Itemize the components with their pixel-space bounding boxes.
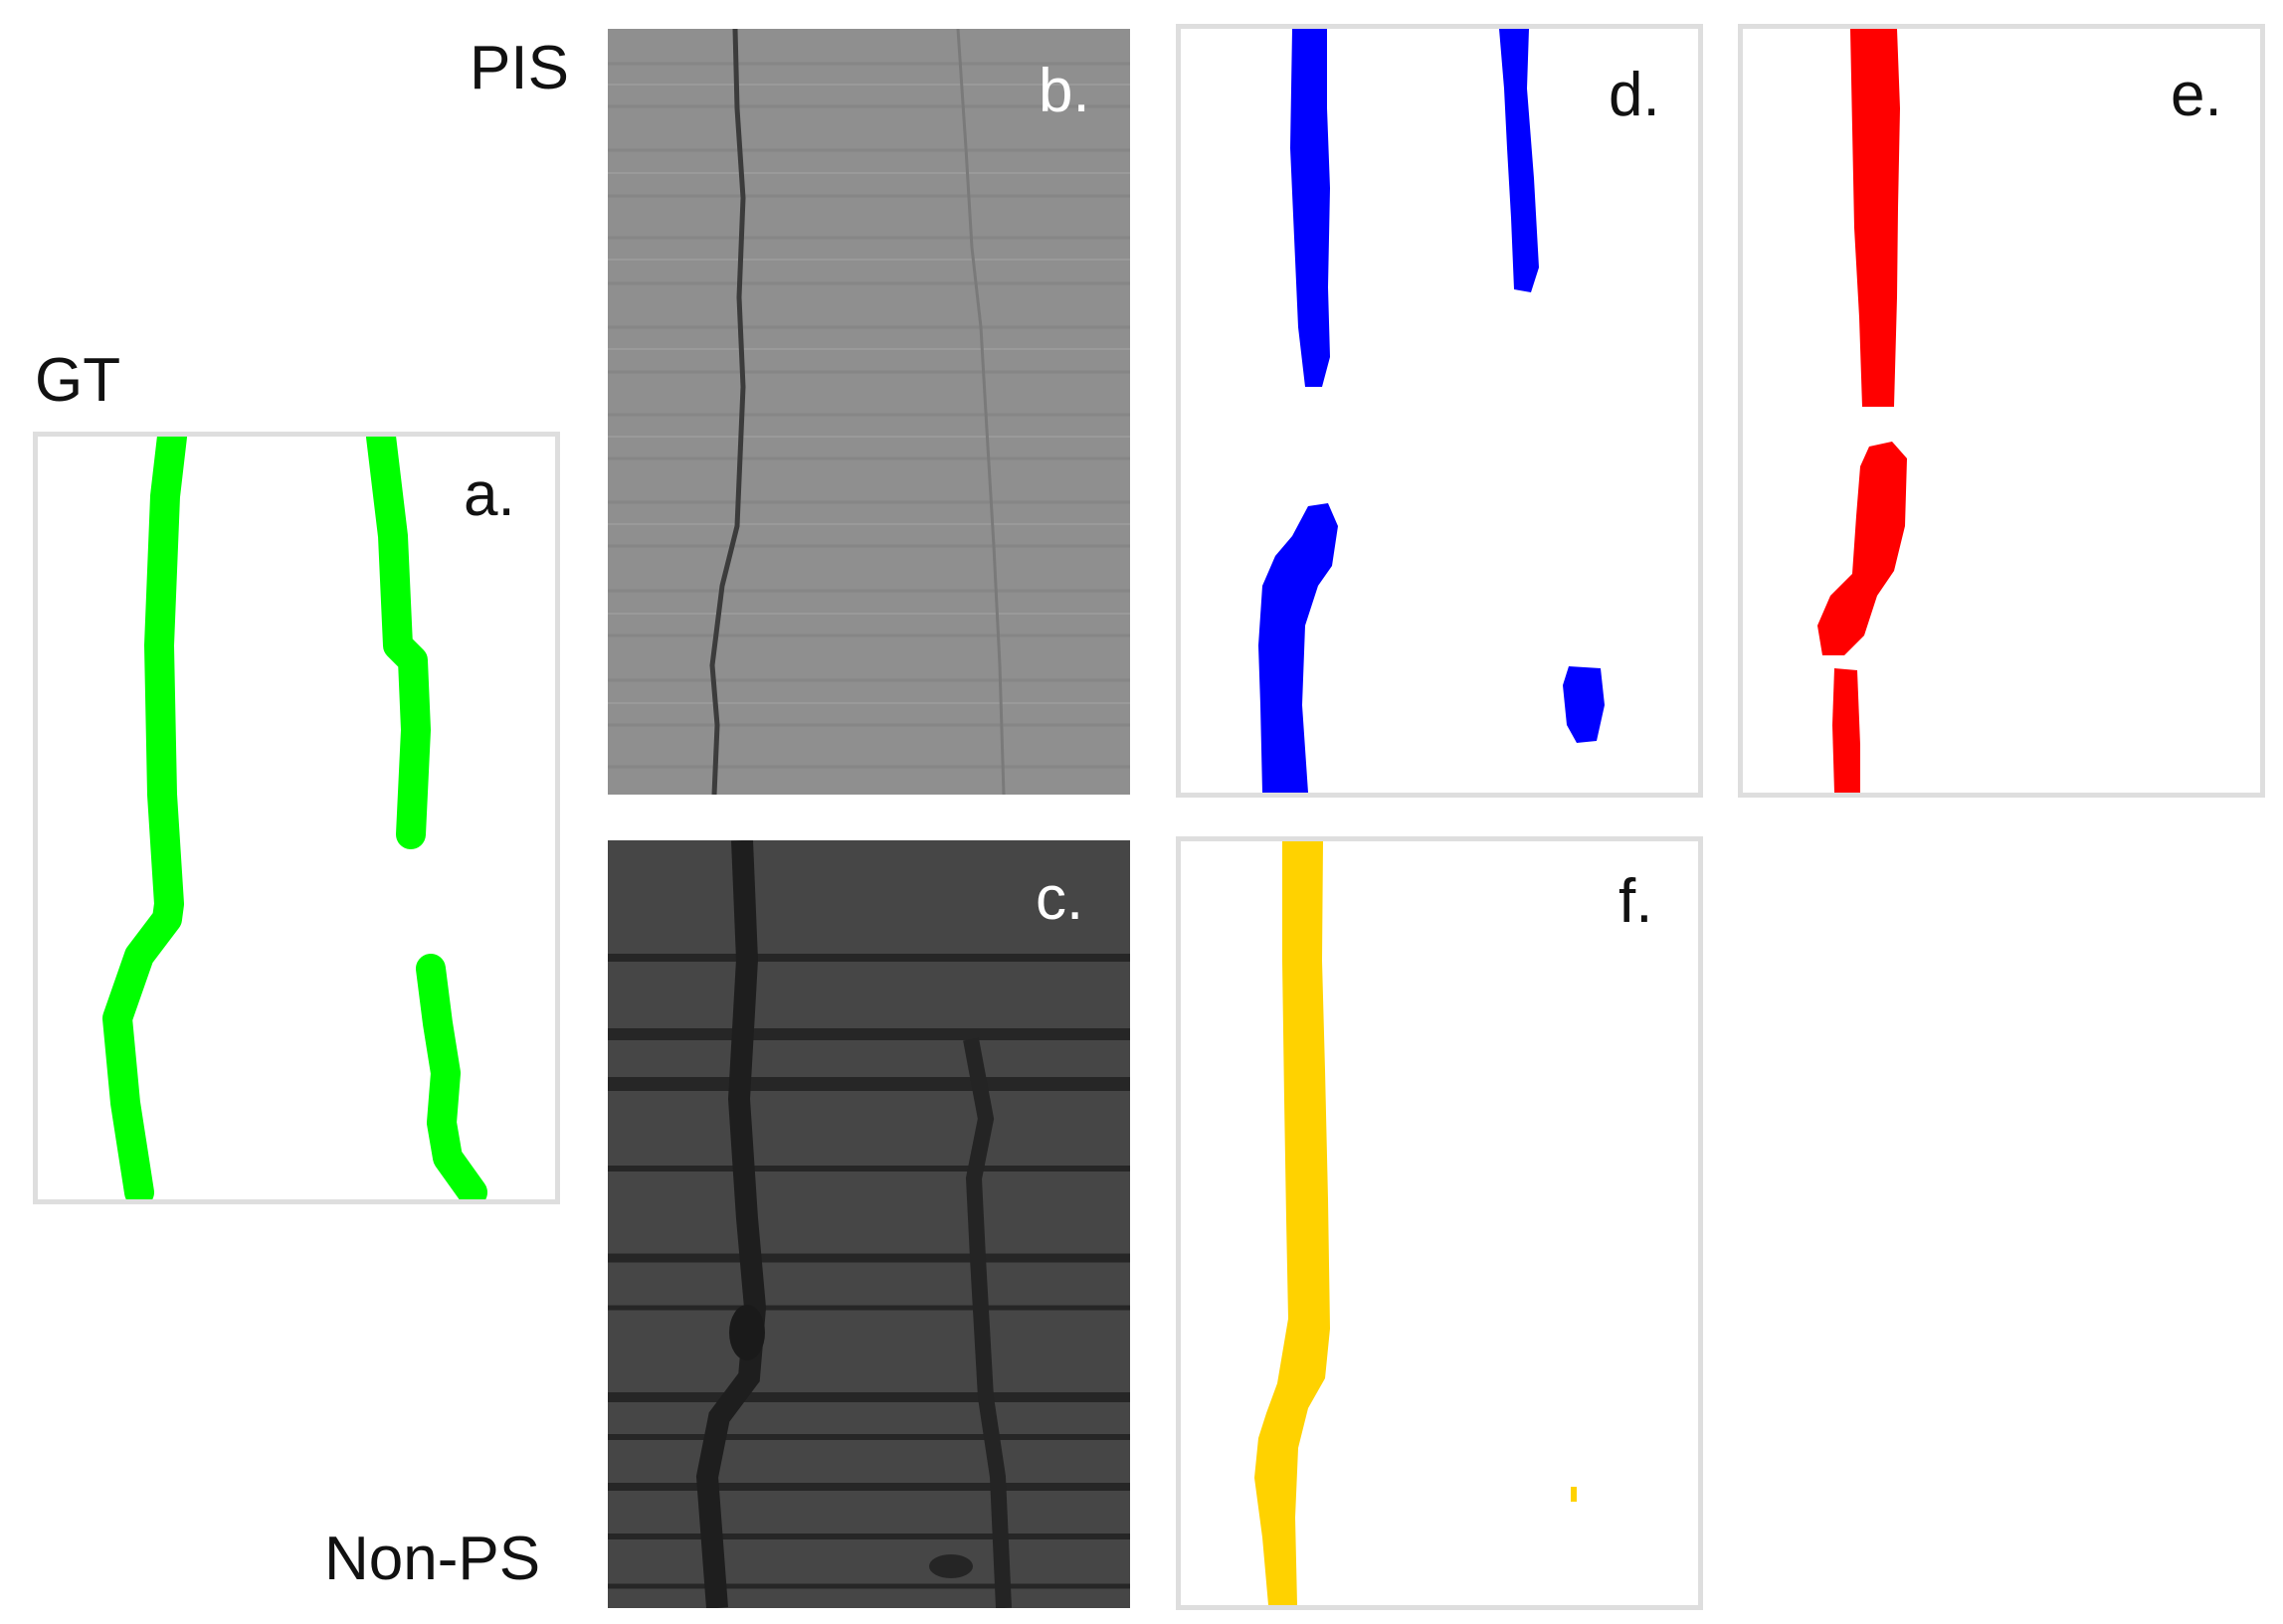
pis-crack-right [956,29,1006,795]
panel-tag-b: b. [1039,57,1090,125]
panel-f-non-ps-result: f. [1176,836,1703,1610]
pis-image-texture [608,29,1130,795]
label-pis: PIS [470,34,569,102]
blob-f-main [1254,841,1330,1605]
panel-b-pis-image: b. [608,29,1130,795]
blob-e-lower [1832,668,1860,793]
panel-a-ground-truth: a. [33,432,560,1204]
panel-tag-a: a. [464,460,515,529]
non-ps-crack-right [963,1037,1012,1608]
blob-d-right-lower [1563,666,1605,743]
panel-tag-c: c. [1036,864,1084,933]
label-gt: GT [35,346,121,415]
panel-d-pis-result: d. [1176,24,1703,798]
blob-d-left-upper [1290,29,1330,387]
blob-e-middle [1817,442,1907,655]
blob-f-speck [1571,1487,1577,1502]
non-ps-result-mask [1254,841,1577,1605]
ground-truth-mask [102,437,487,1199]
blob-d-right-upper [1499,29,1539,292]
blob-d-left-lower [1258,503,1338,793]
panel-c-non-ps-image: c. [608,840,1130,1608]
panel-tag-f: f. [1618,867,1653,936]
panel-e-result: e. [1738,24,2265,798]
blob-e-upper [1850,29,1900,407]
gt-crack-left [102,437,187,1199]
result-e-mask [1817,29,1907,793]
label-non-ps: Non-PS [324,1525,541,1593]
gt-crack-right-upper [366,437,431,849]
panel-tag-d: d. [1609,61,1660,129]
non-ps-image-texture [608,840,1130,1608]
pis-result-mask [1258,29,1605,793]
panel-tag-e: e. [2171,61,2222,129]
pis-crack-left [709,29,746,795]
gt-crack-right-lower [416,954,487,1199]
